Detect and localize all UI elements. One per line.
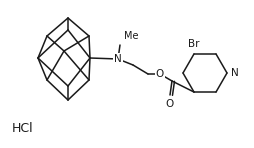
Text: O: O [155, 69, 164, 79]
Text: O: O [165, 99, 173, 109]
Text: N: N [230, 68, 238, 78]
Text: N: N [114, 54, 121, 64]
Text: Me: Me [123, 31, 138, 41]
Text: HCl: HCl [12, 122, 34, 135]
Text: Br: Br [187, 39, 199, 49]
